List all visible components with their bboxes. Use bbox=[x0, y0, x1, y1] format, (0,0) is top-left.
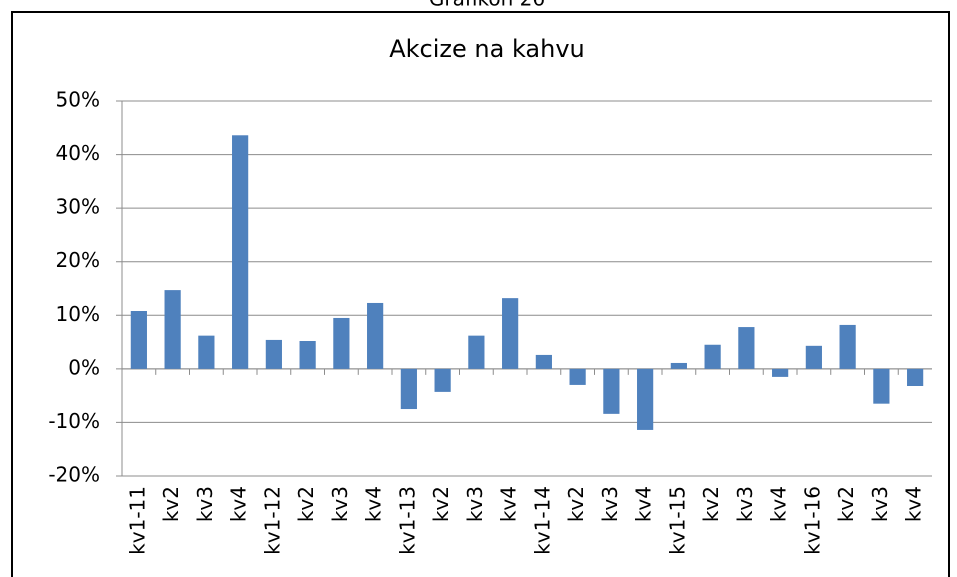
caption: Grafikon 26 bbox=[429, 0, 545, 11]
x-tick-label: kv4 bbox=[362, 486, 386, 522]
x-tick-label: kv3 bbox=[463, 486, 487, 522]
x-tick-label: kv4 bbox=[767, 486, 791, 522]
bar bbox=[839, 324, 856, 369]
x-tick-label: kv3 bbox=[328, 486, 352, 522]
x-tick-label: kv2 bbox=[294, 486, 318, 522]
bar bbox=[130, 311, 147, 369]
y-tick-label: 50% bbox=[56, 88, 100, 112]
chart-title: Akcize na kahvu bbox=[389, 35, 585, 63]
x-tick-label: kv1-11 bbox=[125, 486, 149, 555]
x-tick-label: kv2 bbox=[564, 486, 588, 522]
y-tick-label: 40% bbox=[56, 141, 100, 165]
bar bbox=[738, 327, 755, 369]
bar bbox=[535, 354, 552, 369]
x-tick-label: kv2 bbox=[159, 486, 183, 522]
bar bbox=[265, 339, 282, 369]
x-tick-label: kv2 bbox=[834, 486, 858, 522]
x-tick-label: kv4 bbox=[902, 486, 926, 522]
x-tick-label: kv1-15 bbox=[665, 486, 689, 555]
bar bbox=[198, 335, 215, 369]
x-tick-label: kv4 bbox=[632, 486, 656, 522]
y-tick-label: -10% bbox=[48, 409, 100, 433]
y-tick-label: -20% bbox=[48, 463, 100, 487]
bar bbox=[164, 290, 181, 369]
x-tick-label: kv1-16 bbox=[800, 486, 824, 555]
bar bbox=[468, 335, 485, 369]
y-tick-label: 10% bbox=[56, 302, 100, 326]
x-tick-label: kv1-14 bbox=[530, 486, 554, 555]
bar bbox=[772, 368, 789, 377]
y-tick-label: 0% bbox=[68, 355, 100, 379]
bar bbox=[907, 368, 924, 386]
bar bbox=[400, 368, 417, 410]
bar bbox=[637, 368, 654, 430]
bar bbox=[805, 345, 822, 369]
x-tick-label: kv1-12 bbox=[260, 486, 284, 555]
bar bbox=[299, 341, 316, 369]
bar bbox=[670, 362, 687, 369]
x-tick-label: kv1-13 bbox=[395, 486, 419, 555]
x-tick-label: kv4 bbox=[227, 486, 251, 522]
x-tick-label: kv4 bbox=[497, 486, 521, 522]
x-tick-label: kv3 bbox=[733, 486, 757, 522]
bar bbox=[367, 302, 384, 369]
bar bbox=[704, 344, 721, 369]
x-tick-label: kv3 bbox=[598, 486, 622, 522]
bar bbox=[502, 298, 519, 369]
y-tick-label: 30% bbox=[56, 195, 100, 219]
x-tick-label: kv2 bbox=[699, 486, 723, 522]
bar bbox=[434, 368, 451, 392]
y-tick-label: 20% bbox=[56, 248, 100, 272]
x-tick-label: kv3 bbox=[868, 486, 892, 522]
bar bbox=[873, 368, 890, 404]
x-tick-label: kv2 bbox=[429, 486, 453, 522]
chart-border bbox=[11, 11, 950, 577]
bar bbox=[603, 368, 620, 414]
bar bbox=[569, 368, 586, 385]
bar bbox=[232, 135, 249, 369]
x-tick-label: kv3 bbox=[193, 486, 217, 522]
bar bbox=[333, 317, 350, 369]
